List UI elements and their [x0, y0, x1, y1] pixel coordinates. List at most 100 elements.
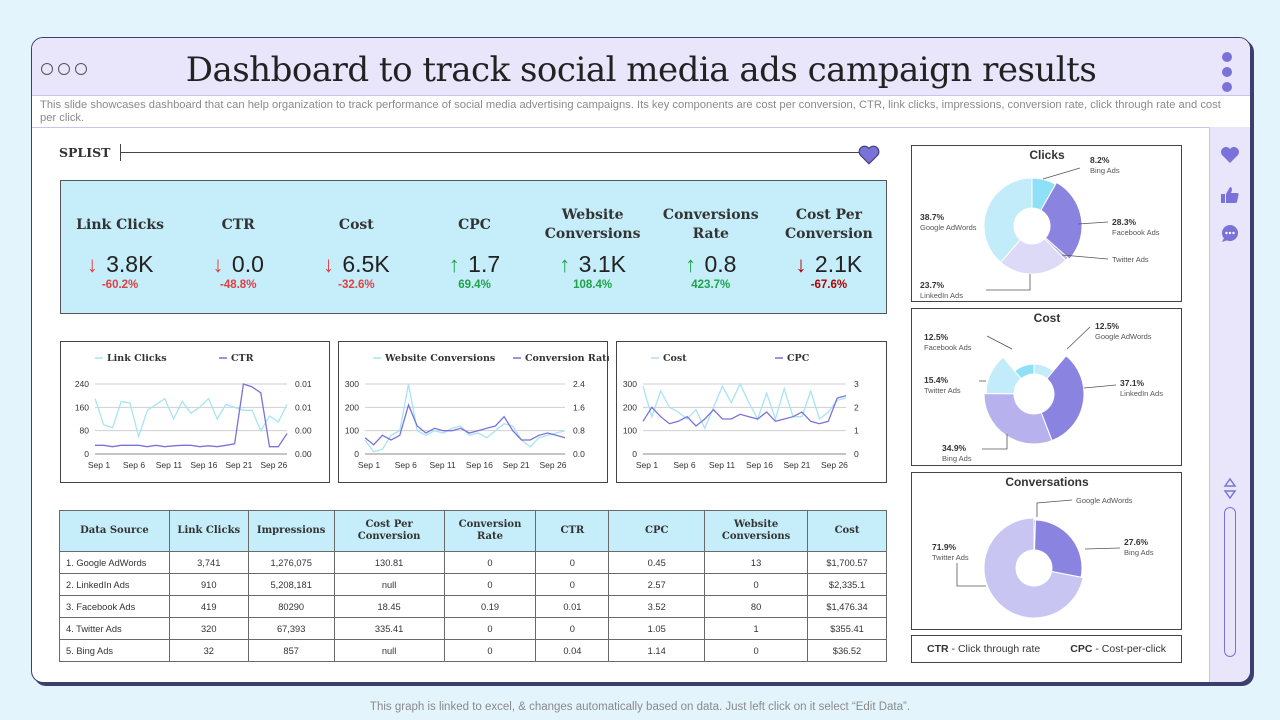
- y-tick-label: 100: [345, 426, 359, 436]
- kpi-label: Cost: [338, 217, 374, 233]
- kpi-website: Website Conversions ↑ 3.1K 108.4%: [534, 181, 652, 315]
- table-cell: 3. Facebook Ads: [59, 595, 170, 618]
- right-sidebar: [1209, 127, 1250, 682]
- table-row[interactable]: 5. Bing Ads 32 857 null 0 0.04 1.14 0 $36.52: [59, 639, 887, 662]
- kpi-cost: Cost ↓ 6.5K -32.6%: [297, 181, 415, 315]
- leader-line: [1066, 326, 1091, 350]
- y2-tick-label: 2.4: [573, 379, 585, 389]
- kpi-value: ↓ 0.0: [212, 251, 264, 277]
- kpi-conversions: Conversions Rate ↑ 0.8 423.7%: [652, 181, 770, 315]
- ctr-legend: CTR - Click through rate: [927, 643, 1041, 655]
- scrollbar[interactable]: [1224, 507, 1236, 657]
- pie-slice-bing-ads: [983, 392, 1053, 445]
- cost-pie-chart: Cost 12.5% Google AdWords 37.1% LinkedIn Ads…: [911, 308, 1182, 466]
- y-tick-label: 0: [632, 449, 637, 459]
- table-header[interactable]: Website Conversions: [704, 510, 809, 552]
- table-cell: null: [333, 573, 445, 596]
- table-cell: $355.41: [807, 617, 887, 640]
- window-dot-icon[interactable]: [75, 63, 87, 75]
- pie-slice-facebook-ads: [1013, 363, 1035, 380]
- abbreviation-legend: CTR - Click through rate CPC - Cost-per-…: [911, 635, 1182, 663]
- x-tick-label: Sep 6: [395, 460, 417, 470]
- table-cell: 1,276,075: [247, 551, 335, 574]
- slice-name: Facebook Ads: [1112, 228, 1160, 237]
- table-header[interactable]: Impressions: [247, 510, 335, 552]
- slice-percent: 23.7%: [920, 280, 945, 290]
- table-header[interactable]: Data Source: [59, 510, 170, 552]
- slice-percent: 34.9%: [942, 443, 967, 453]
- heart-icon[interactable]: [1220, 145, 1240, 165]
- clicks-pie-chart: Clicks 8.2% Bing Ads 28.3% Facebook Ads Twitt…: [911, 145, 1182, 302]
- table-header[interactable]: Cost: [807, 510, 887, 552]
- x-tick-label: Sep 21: [225, 460, 252, 470]
- x-tick-label: Sep 11: [156, 460, 183, 470]
- legend-label: CTR: [231, 353, 254, 364]
- y2-tick-label: 0.8: [573, 426, 585, 436]
- window-dot-icon[interactable]: [41, 63, 53, 75]
- table-header[interactable]: Cost Per Conversion: [333, 510, 445, 552]
- kpi-value: ↓ 2.1K: [795, 251, 863, 277]
- y2-tick-label: 2: [854, 402, 859, 412]
- scroll-arrows-icon[interactable]: [1223, 477, 1237, 501]
- arrow-down-icon: ↓: [795, 252, 807, 277]
- y2-tick-label: 1: [854, 426, 859, 436]
- table-header[interactable]: CTR: [535, 510, 610, 552]
- table-header[interactable]: CPC: [608, 510, 706, 552]
- table-row[interactable]: 3. Facebook Ads 419 80290 18.45 0.19 0.01 3.52…: [59, 595, 887, 618]
- leader-line: [982, 434, 1008, 450]
- table-row[interactable]: 2. LinkedIn Ads 910 5,208,181 null 0 0 2.57 0 $2…: [59, 573, 887, 596]
- arrow-up-icon: ↑: [448, 252, 460, 277]
- arrow-up-icon: ↑: [559, 252, 571, 277]
- data-source-table: Data Source Link Clicks Impressions Cost Pe…: [59, 510, 887, 662]
- heart-icon[interactable]: [858, 145, 880, 165]
- series-line-conversion-rate: [364, 403, 566, 446]
- legend-label: Website Conversions: [384, 353, 495, 364]
- table-cell: 5,208,181: [247, 573, 335, 596]
- table-cell: 0: [443, 551, 537, 574]
- slice-percent: 38.7%: [920, 212, 945, 222]
- more-options-icon[interactable]: [1222, 52, 1232, 92]
- footer-note: This graph is linked to excel, & changes…: [369, 701, 911, 713]
- y-tick-label: 300: [623, 379, 637, 389]
- leader-line: [1084, 547, 1121, 550]
- table-cell: 0: [443, 639, 537, 662]
- kpi-label: CTR: [221, 217, 255, 233]
- table-cell: 32: [168, 639, 249, 662]
- table-cell: 2.57: [608, 573, 706, 596]
- kpi-label: Website Conversions: [544, 207, 641, 242]
- table-header[interactable]: Conversion Rate: [443, 510, 537, 552]
- table-header[interactable]: Link Clicks: [168, 510, 249, 552]
- chat-bubble-icon[interactable]: [1220, 223, 1240, 243]
- thumbs-up-icon[interactable]: [1220, 185, 1240, 205]
- table-cell: 0: [704, 639, 809, 662]
- table-cell: 13: [704, 551, 809, 574]
- divider: [32, 127, 1250, 128]
- y-tick-label: 100: [623, 426, 637, 436]
- table-row[interactable]: 1. Google AdWords 3,741 1,276,075 130.81 0 0 0…: [59, 551, 887, 574]
- x-tick-label: Sep 16: [466, 460, 493, 470]
- pie-slice-linkedin-ads: [1000, 238, 1067, 275]
- table-row[interactable]: 4. Twitter Ads 320 67,393 335.41 0 0 1.05 1 $355…: [59, 617, 887, 640]
- slice-name: Bing Ads: [1090, 166, 1120, 175]
- window-dot-icon[interactable]: [58, 63, 70, 75]
- x-tick-label: Sep 11: [709, 460, 736, 470]
- kpi-cost-per: Cost Per Conversion ↓ 2.1K -67.6%: [770, 181, 888, 315]
- slice-name: Google AdWords: [1095, 332, 1152, 341]
- slice-name: Google AdWords: [1076, 496, 1133, 505]
- kpi-label: CPC: [458, 217, 491, 233]
- pie-slice-google-adwords: [983, 177, 1033, 264]
- slice-percent: 15.4%: [924, 375, 949, 385]
- slice-name: Twitter Ads: [932, 553, 969, 562]
- pie-slice-twitter-ads: [983, 517, 1084, 619]
- table-cell: 2. LinkedIn Ads: [59, 573, 170, 596]
- kpi-change: 69.4%: [458, 279, 491, 291]
- table-cell: 3,741: [168, 551, 249, 574]
- kpi-label: Cost Per Conversion: [785, 207, 873, 242]
- pie-title: Clicks: [1029, 148, 1065, 162]
- arrow-down-icon: ↓: [322, 252, 334, 277]
- conversations-pie-chart: Conversations Google AdWords 27.6% Bing Ads…: [911, 472, 1182, 630]
- window-controls[interactable]: [41, 63, 87, 75]
- x-tick-label: Sep 6: [673, 460, 695, 470]
- table-cell: 0: [443, 573, 537, 596]
- pie-slice-twitter-ads: [985, 356, 1022, 395]
